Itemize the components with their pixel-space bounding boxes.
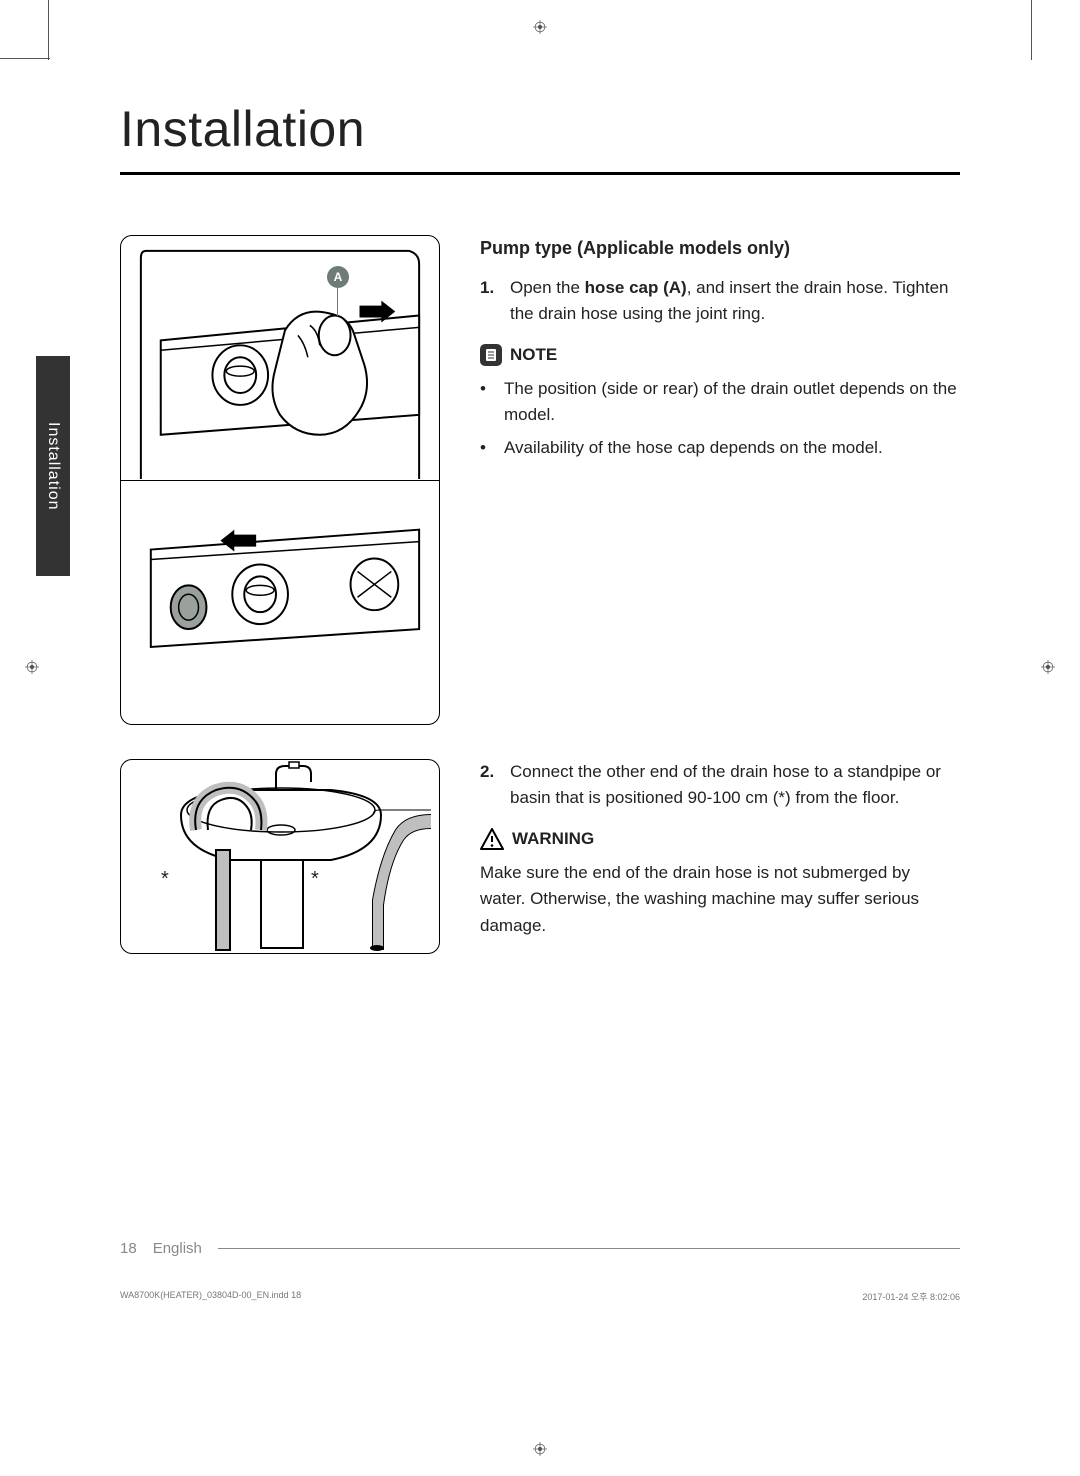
warning-header: WARNING xyxy=(480,826,960,852)
star-marker: * xyxy=(311,868,319,891)
crop-mark xyxy=(0,58,50,59)
section-tab-label: Installation xyxy=(44,422,62,511)
section-1-text: Pump type (Applicable models only) 1. Op… xyxy=(480,235,960,725)
warning-label: WARNING xyxy=(512,826,594,852)
registration-mark-icon xyxy=(533,20,547,34)
step-text: Connect the other end of the drain hose … xyxy=(510,759,960,812)
section-2-text: 2. Connect the other end of the drain ho… xyxy=(480,759,960,954)
figure-2-artwork xyxy=(121,760,440,954)
step-number: 1. xyxy=(480,275,498,328)
note-item: Availability of the hose cap depends on … xyxy=(480,435,960,461)
figure-1-box: A xyxy=(120,235,440,725)
note-icon xyxy=(480,344,502,366)
page-language: English xyxy=(153,1240,202,1257)
figure-1: A xyxy=(120,235,440,725)
figure-2: * * xyxy=(120,759,440,954)
section-2: * * xyxy=(120,759,960,954)
page-footer: 18 English xyxy=(120,1240,960,1257)
registration-mark-icon xyxy=(533,1442,547,1456)
note-item: The position (side or rear) of the drain… xyxy=(480,376,960,429)
registration-mark-icon xyxy=(25,660,39,674)
section-1-heading: Pump type (Applicable models only) xyxy=(480,235,960,263)
section-1: A xyxy=(120,235,960,725)
page-number: 18 xyxy=(120,1240,137,1257)
registration-mark-icon xyxy=(1041,660,1055,674)
section-tab: Installation xyxy=(36,356,70,576)
page-content: Installation A xyxy=(120,100,960,988)
callout-badge-a: A xyxy=(327,266,349,288)
figure-1-panel-top xyxy=(121,236,439,479)
crop-mark xyxy=(1031,0,1032,60)
warning-icon xyxy=(480,828,504,850)
page-title: Installation xyxy=(120,100,960,175)
step-text: Open the hose cap (A), and insert the dr… xyxy=(510,275,960,328)
step-list: 1. Open the hose cap (A), and insert the… xyxy=(480,275,960,328)
figure-2-box: * * xyxy=(120,759,440,954)
crop-mark xyxy=(48,0,49,60)
note-header: NOTE xyxy=(480,342,960,368)
fineprint-right: 2017-01-24 오후 8:02:06 xyxy=(862,1290,960,1303)
step-number: 2. xyxy=(480,759,498,812)
fineprint-left: WA8700K(HEATER)_03804D-00_EN.indd 18 xyxy=(120,1290,301,1300)
note-list: The position (side or rear) of the drain… xyxy=(480,376,960,461)
figure-1-panel-bottom xyxy=(121,480,439,723)
note-label: NOTE xyxy=(510,342,557,368)
footer-rule xyxy=(218,1248,960,1249)
step-2: 2. Connect the other end of the drain ho… xyxy=(480,759,960,812)
warning-text: Make sure the end of the drain hose is n… xyxy=(480,860,960,939)
star-marker: * xyxy=(161,868,169,891)
step-1: 1. Open the hose cap (A), and insert the… xyxy=(480,275,960,328)
step-list-2: 2. Connect the other end of the drain ho… xyxy=(480,759,960,812)
